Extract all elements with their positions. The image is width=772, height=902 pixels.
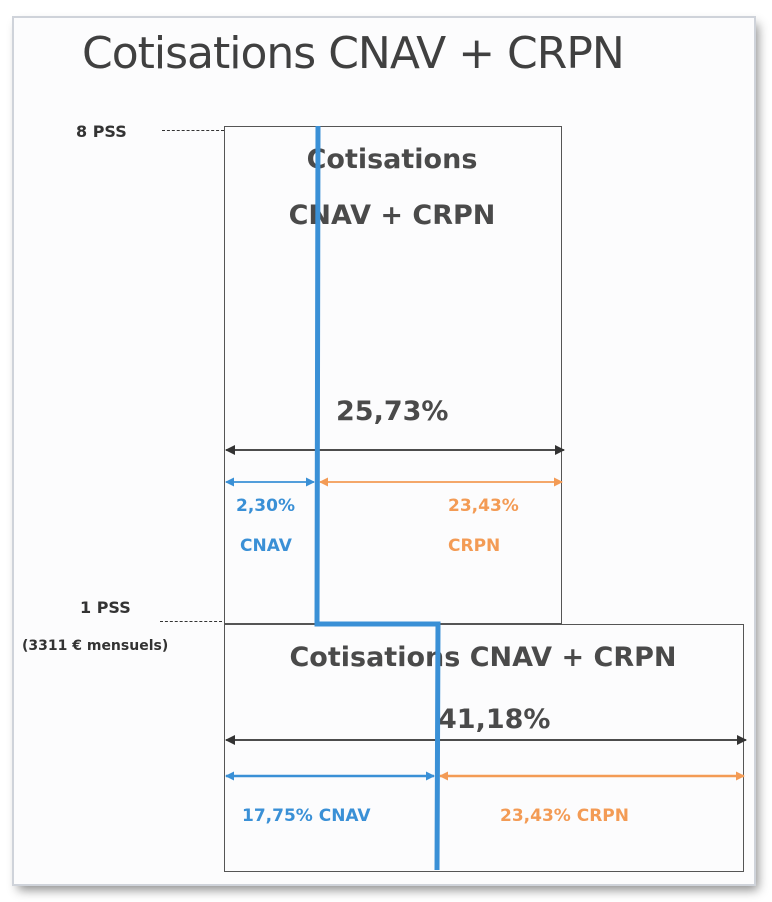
upper-band-total-pct: 25,73% — [336, 396, 449, 427]
lower-band-cnav-text: 17,75% CNAV — [242, 806, 371, 826]
lower-band-title: Cotisations CNAV + CRPN — [289, 642, 677, 673]
upper-band-cnav-pct: 2,30% — [236, 496, 295, 516]
slide-title: Cotisations CNAV + CRPN — [82, 28, 625, 79]
upper-band-crpn-label: CRPN — [448, 536, 501, 556]
cnav-crpn-divider — [314, 125, 441, 871]
arrows-overlay — [225, 125, 747, 871]
lower-band-total-pct: 41,18% — [438, 704, 551, 735]
lower-band-crpn-text: 23,43% CRPN — [500, 806, 629, 826]
level-1pss-label: 1 PSS — [80, 598, 131, 617]
upper-band-title-line1: Cotisations — [306, 144, 478, 175]
level-1pss-dash — [160, 621, 222, 622]
slide: Cotisations CNAV + CRPN 8 PSS 1 PSS (331… — [14, 18, 754, 884]
level-8pss-label: 8 PSS — [76, 122, 127, 141]
upper-band-title-line2: CNAV + CRPN — [288, 200, 496, 231]
level-8pss-dash — [162, 130, 224, 131]
level-1pss-sublabel: (3311 € mensuels) — [22, 638, 169, 654]
upper-band-cnav-label: CNAV — [240, 536, 292, 556]
upper-band-crpn-pct: 23,43% — [448, 496, 519, 516]
lower-band-box — [224, 624, 744, 872]
